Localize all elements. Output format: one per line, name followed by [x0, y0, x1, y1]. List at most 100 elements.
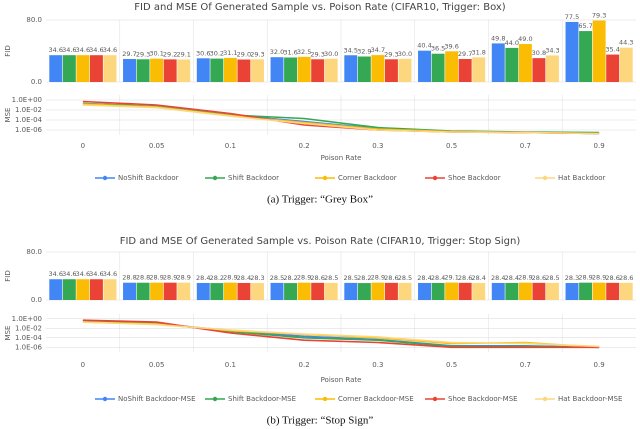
legend-swatch: [542, 396, 548, 402]
value-label: 49.8: [491, 34, 505, 42]
value-label: 29.2: [163, 50, 177, 58]
x-tick-label: 0.05: [149, 361, 165, 369]
legend-swatch: [432, 175, 438, 181]
bar: [371, 282, 385, 300]
value-label: 32.5: [297, 48, 311, 56]
value-label: 28.6: [458, 274, 472, 282]
bar: [324, 58, 338, 82]
legend-swatch: [102, 396, 108, 402]
bar: [270, 282, 284, 300]
bar: [418, 50, 431, 82]
bar: [284, 57, 298, 82]
bar: [123, 282, 136, 300]
legend-label: Hat Backdoor-MSE: [558, 395, 622, 403]
bar: [472, 57, 486, 82]
y-tick-label: 1.0E+00: [12, 96, 42, 104]
bar: [619, 282, 633, 300]
value-label: 28.3: [565, 274, 579, 282]
line: [82, 319, 600, 349]
bar: [458, 282, 472, 300]
bar: [518, 282, 532, 300]
value-label: 28.4: [471, 274, 485, 282]
bar: [237, 59, 251, 82]
x-axis-label: Poison Rate: [321, 376, 362, 384]
legend-swatch: [322, 396, 328, 402]
x-tick-label: 0.1: [225, 361, 236, 369]
value-label: 29.3: [310, 50, 324, 58]
legend-label: Corner Backdoor-MSE: [338, 395, 414, 403]
x-tick-label: 0.9: [594, 361, 605, 369]
legend-label: Shift Backdoor: [228, 174, 279, 182]
x-tick-label: 0.5: [446, 361, 457, 369]
bar: [619, 47, 633, 82]
legend-swatch: [432, 396, 438, 402]
bar: [431, 53, 445, 82]
value-label: 28.6: [605, 274, 619, 282]
x-axis-label: Poison Rate: [321, 154, 362, 162]
bar: [136, 59, 150, 82]
y-axis-label: FID: [4, 270, 12, 281]
y-axis-label: MSE: [4, 108, 12, 123]
value-label: 28.9: [592, 274, 606, 282]
bar: [251, 59, 264, 82]
bar: [445, 282, 459, 300]
value-label: 28.5: [398, 274, 412, 282]
y-tick-label: 80.0: [26, 16, 42, 24]
bar: [606, 54, 620, 82]
y-tick-label: 1.0E-06: [15, 343, 43, 351]
value-label: 28.3: [250, 274, 264, 282]
value-label: 31.1: [223, 49, 237, 57]
bar: [210, 283, 224, 300]
bar: [196, 58, 210, 82]
value-label: 31.8: [471, 48, 485, 56]
y-tick-label: 1.0E+00: [12, 315, 42, 323]
value-label: 34.6: [89, 46, 103, 54]
bar: [384, 282, 398, 300]
value-label: 34.5: [344, 46, 358, 54]
chart-title: FID and MSE Of Generated Sample vs. Pois…: [120, 236, 521, 247]
value-label: 28.2: [210, 274, 224, 282]
value-label: 28.5: [545, 274, 559, 282]
legend-label: Shift Backdoor-MSE: [228, 395, 296, 403]
bar: [505, 282, 519, 300]
value-label: 28.9: [297, 274, 311, 282]
caption: (b) Trigger: “Stop Sign”: [267, 415, 374, 427]
bar: [398, 58, 412, 82]
x-tick-label: 0: [81, 361, 85, 369]
value-label: 79.3: [592, 12, 606, 20]
legend-swatch: [542, 175, 548, 181]
y-tick-label: 1.0E-06: [15, 126, 43, 134]
value-label: 34.6: [76, 46, 90, 54]
bar: [398, 282, 412, 300]
legend-label: Shoe Backdoor: [448, 174, 501, 182]
value-label: 30.6: [196, 49, 210, 57]
bar: [150, 58, 164, 82]
bar: [89, 279, 103, 300]
y-tick-label: 1.0E-02: [15, 106, 42, 114]
y-tick-label: 80.0: [26, 248, 42, 256]
value-label: 29.1: [176, 50, 190, 58]
bar: [210, 58, 224, 82]
bar: [297, 56, 311, 82]
legend-label: Corner Backdoor: [338, 174, 397, 182]
bar: [223, 282, 237, 300]
value-label: 28.9: [176, 274, 190, 282]
bar: [418, 282, 431, 300]
value-label: 31.6: [283, 49, 297, 57]
bar: [458, 58, 472, 82]
line: [82, 321, 600, 348]
bar: [270, 57, 284, 82]
bar: [518, 44, 532, 82]
y-tick-label: 1.0E-04: [15, 116, 43, 124]
value-label: 29.3: [136, 50, 150, 58]
bar: [76, 279, 90, 300]
y-tick-label: 1.0E-04: [15, 334, 43, 342]
value-label: 34.6: [103, 270, 117, 278]
value-label: 34.7: [371, 46, 385, 54]
bar: [123, 58, 136, 82]
value-label: 35.4: [605, 46, 619, 54]
value-label: 28.5: [344, 274, 358, 282]
x-tick-label: 0.3: [372, 361, 383, 369]
y-axis-label: MSE: [4, 326, 12, 341]
